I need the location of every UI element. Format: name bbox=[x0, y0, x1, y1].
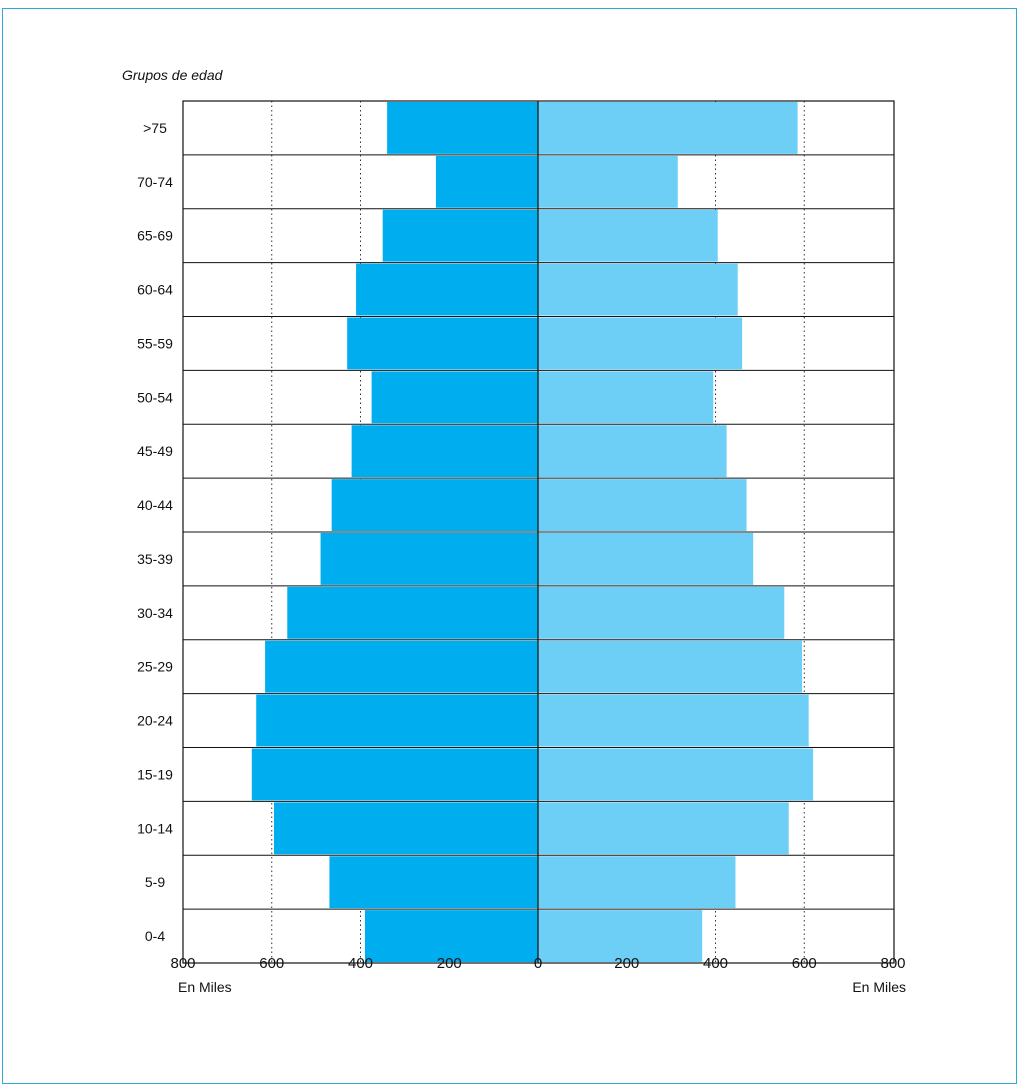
bar-left bbox=[347, 317, 538, 370]
bar-right bbox=[538, 586, 785, 639]
x-axis-label-right: En Miles bbox=[852, 979, 906, 995]
bar-left bbox=[251, 748, 538, 801]
tick-label: 800 bbox=[170, 955, 195, 972]
bar-left bbox=[364, 910, 538, 962]
bar-left bbox=[256, 694, 538, 747]
lines-layer bbox=[182, 100, 895, 964]
tick-label-center: 0 bbox=[534, 955, 542, 972]
tick-label: 400 bbox=[348, 955, 373, 972]
bar-right bbox=[538, 209, 718, 262]
bar-left bbox=[351, 425, 538, 478]
bar-right bbox=[538, 910, 703, 962]
category-label: 25-29 bbox=[137, 659, 173, 675]
bar-left bbox=[435, 155, 538, 208]
category-label: 40-44 bbox=[137, 497, 173, 513]
category-label: 20-24 bbox=[137, 713, 173, 729]
bar-right bbox=[538, 155, 678, 208]
bar-left bbox=[329, 856, 538, 909]
bar-left bbox=[387, 102, 538, 154]
bar-right bbox=[538, 533, 754, 585]
category-label: 0-4 bbox=[145, 928, 165, 944]
bar-left bbox=[382, 209, 538, 262]
bar-right bbox=[538, 856, 736, 909]
bar-right bbox=[538, 102, 798, 154]
bar-left bbox=[287, 586, 538, 639]
bar-right bbox=[538, 317, 743, 370]
bar-right bbox=[538, 802, 789, 855]
category-label: 30-34 bbox=[137, 605, 173, 621]
category-label: 5-9 bbox=[145, 874, 165, 890]
bars-layer bbox=[251, 102, 814, 962]
tick-label: 800 bbox=[880, 955, 905, 972]
category-label: 65-69 bbox=[137, 228, 173, 244]
bar-left bbox=[273, 802, 538, 855]
bar-left bbox=[331, 479, 538, 531]
chart-title: Grupos de edad bbox=[122, 67, 224, 83]
category-label: 45-49 bbox=[137, 443, 173, 459]
tick-label: 400 bbox=[703, 955, 728, 972]
bar-right bbox=[538, 694, 809, 747]
x-axis-label-left: En Miles bbox=[178, 979, 232, 995]
bar-left bbox=[371, 371, 538, 424]
bar-right bbox=[538, 425, 727, 478]
bar-right bbox=[538, 371, 714, 424]
category-label: 35-39 bbox=[137, 551, 173, 567]
bar-right bbox=[538, 263, 738, 316]
tick-label: 600 bbox=[792, 955, 817, 972]
tick-label: 200 bbox=[614, 955, 639, 972]
category-label: 50-54 bbox=[137, 389, 173, 405]
bar-left bbox=[356, 263, 538, 316]
bar-left bbox=[320, 533, 538, 585]
category-label: 55-59 bbox=[137, 335, 173, 351]
category-label: >75 bbox=[143, 120, 167, 136]
labels-layer: >75 70-74 65-69 60-64 55-59 50-54 45-49 40-44 35… bbox=[137, 120, 905, 972]
category-label: 60-64 bbox=[137, 282, 173, 298]
tick-label: 600 bbox=[259, 955, 284, 972]
bar-right bbox=[538, 640, 803, 693]
category-label: 70-74 bbox=[137, 174, 173, 190]
chart-frame bbox=[2, 8, 1017, 1084]
category-label: 15-19 bbox=[137, 766, 173, 782]
tick-label: 200 bbox=[437, 955, 462, 972]
bar-right bbox=[538, 748, 814, 801]
bar-left bbox=[265, 640, 538, 693]
bar-right bbox=[538, 479, 747, 531]
category-label: 10-14 bbox=[137, 820, 173, 836]
